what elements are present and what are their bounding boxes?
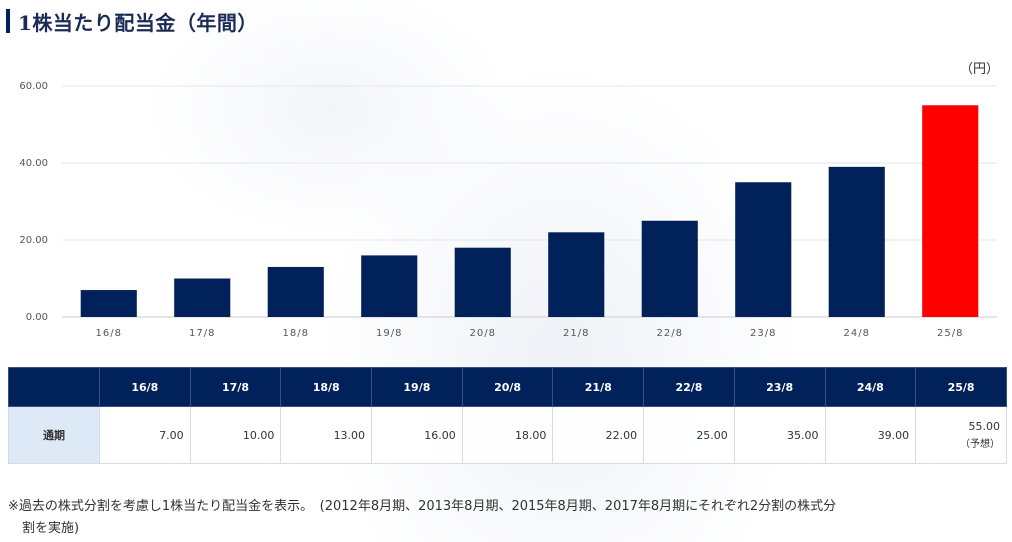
table-cell: 16.00 (371, 406, 463, 464)
bar-20-8 (454, 247, 511, 317)
table-header-17-8: 17/8 (189, 367, 282, 407)
table-cell: 18.00 (461, 406, 554, 464)
table-header-22-8: 22/8 (643, 367, 735, 407)
table-cell: 10.00 (189, 406, 282, 464)
table-corner-cell (8, 367, 100, 407)
bar-17-8 (174, 278, 231, 317)
y-tick-label: 20.00 (19, 235, 48, 246)
table-header-16-8: 16/8 (99, 367, 191, 407)
page-title: 1株当たり配当金（年間） (18, 10, 258, 35)
table-cell: 35.00 (733, 406, 826, 464)
bar-19-8 (361, 255, 418, 317)
table-cell: 25.00 (643, 406, 735, 464)
x-tick-label: 23/8 (750, 328, 776, 339)
footnote-line-1: ※過去の株式分割を考慮し1株当たり配当金を表示。 (2012年8月期、2013年… (8, 499, 837, 514)
chart-x-axis: 16/8 17/8 18/8 19/8 20/8 21/8 22/8 23/8 24/8 25/8 (96, 328, 963, 339)
table-header-18-8: 18/8 (280, 367, 373, 407)
bar-16-8 (80, 290, 137, 317)
table-cell: 13.00 (280, 406, 373, 464)
table-header-20-8: 20/8 (461, 367, 554, 407)
table-header-24-8: 24/8 (824, 367, 917, 407)
table-header-row: 16/8 17/8 18/8 19/8 20/8 21/8 22/8 23/8 24/8 25/8 (8, 367, 1007, 407)
table-cell: 39.00 (824, 406, 917, 464)
table-cell: 55.00 （予想） (915, 406, 1007, 464)
table-row: 通期 7.00 10.00 13.00 16.00 18.00 22.00 25.00 35.… (8, 406, 1007, 464)
table-header-19-8: 19/8 (371, 367, 463, 407)
x-tick-label: 16/8 (96, 328, 122, 339)
bar-24-8 (828, 166, 885, 317)
table-header-25-8: 25/8 (915, 367, 1007, 407)
chart-bars (80, 105, 979, 317)
bar-22-8 (641, 220, 698, 317)
y-tick-label: 0.00 (26, 312, 48, 323)
chart-y-axis: 0.00 20.00 40.00 60.00 (19, 81, 48, 323)
chart-unit-label: （円） (960, 62, 1000, 77)
bar-21-8 (548, 232, 605, 317)
bar-23-8 (735, 182, 792, 317)
bar-25-8 (922, 105, 979, 317)
x-tick-label: 25/8 (937, 328, 963, 339)
bar-18-8 (267, 266, 324, 317)
x-tick-label: 20/8 (470, 328, 496, 339)
x-tick-label: 18/8 (283, 328, 309, 339)
y-tick-label: 40.00 (19, 158, 48, 169)
section-header: 1株当たり配当金（年間） (6, 7, 258, 35)
x-tick-label: 17/8 (189, 328, 215, 339)
table-header-21-8: 21/8 (552, 367, 645, 407)
y-tick-label: 60.00 (19, 81, 48, 92)
footnote-line-2: 割を実施) (22, 521, 80, 536)
table-row-label: 通期 (8, 406, 100, 464)
x-tick-label: 19/8 (376, 328, 402, 339)
x-tick-label: 21/8 (563, 328, 589, 339)
footnote: ※過去の株式分割を考慮し1株当たり配当金を表示。 (2012年8月期、2013年… (8, 496, 1008, 540)
table-cell: 22.00 (552, 406, 645, 464)
title-accent-bar (6, 9, 10, 33)
forecast-label: （予想） (960, 439, 1000, 450)
x-tick-label: 24/8 (844, 328, 870, 339)
table-cell: 7.00 (99, 406, 191, 464)
table-header-23-8: 23/8 (733, 367, 826, 407)
dividend-table: 16/8 17/8 18/8 19/8 20/8 21/8 22/8 23/8 24/8 25/8… (8, 367, 1007, 464)
x-tick-label: 22/8 (657, 328, 683, 339)
dividend-bar-chart: 0.00 20.00 40.00 60.00 16/8 17/8 18/8 19/8 20/8… (19, 81, 997, 339)
